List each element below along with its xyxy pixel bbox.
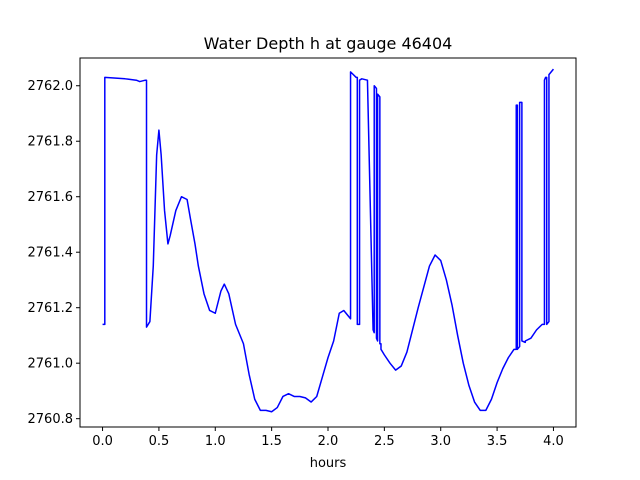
- x-tick-label: 3.5: [487, 434, 508, 449]
- y-tick-label: 2762.0: [28, 79, 74, 94]
- y-tick-label: 2761.2: [28, 301, 74, 316]
- chart-title: Water Depth h at gauge 46404: [204, 34, 453, 53]
- x-tick-label: 3.0: [430, 434, 451, 449]
- x-tick-label: 1.0: [205, 434, 226, 449]
- x-tick-label: 1.5: [261, 434, 282, 449]
- x-tick-label: 0.5: [149, 434, 170, 449]
- x-tick-label: 4.0: [543, 434, 564, 449]
- plot-area: 0.0 0.5 1.0 1.5 2.0 2.5 3.0 3.5 4.0 2760.8 2761.0 2…: [28, 57, 577, 449]
- series-line-0: [102, 68, 555, 413]
- x-axis-label: hours: [310, 456, 347, 471]
- y-tick-label: 2761.0: [28, 357, 74, 372]
- x-tick-label: 0.0: [92, 434, 113, 449]
- x-tick-label: 2.0: [318, 434, 339, 449]
- y-tick-label: 2761.4: [28, 246, 74, 261]
- y-tick-label: 2760.8: [28, 412, 74, 427]
- y-tick-label: 2761.6: [28, 190, 74, 205]
- y-tick-label: 2761.8: [28, 135, 74, 150]
- x-tick-label: 2.5: [374, 434, 395, 449]
